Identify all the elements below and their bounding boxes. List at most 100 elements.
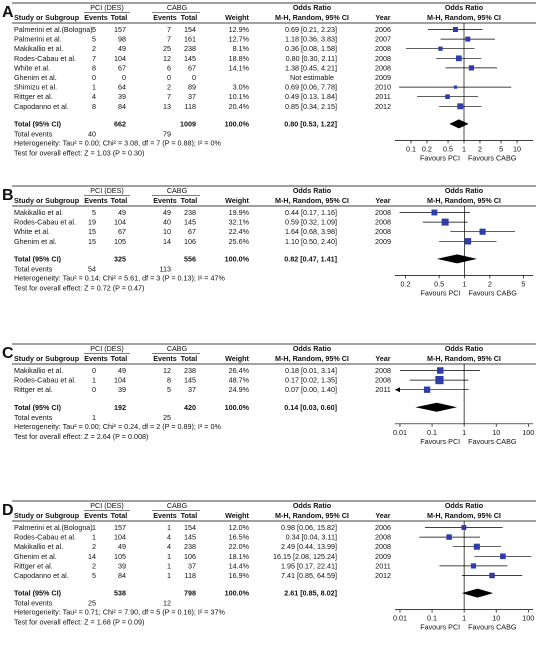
point-estimate-marker (461, 525, 467, 530)
study-name: Rittger et al. (14, 561, 53, 570)
weight-value: 18.8% (229, 54, 250, 63)
total-events-label: Total events (14, 129, 53, 138)
total-events-pci: 40 (88, 129, 96, 138)
events-pci: 1 (92, 83, 96, 92)
events2-column-header: Events (153, 354, 177, 363)
events-pci: 1 (92, 376, 96, 385)
x-tick-label: 0.1 (406, 144, 416, 153)
total-cabg: 118 (185, 571, 196, 580)
events-cabg: 4 (167, 533, 171, 542)
point-estimate-marker (473, 543, 480, 550)
x-tick-label: 1 (462, 279, 466, 288)
heterogeneity-text: Heterogeneity: Tau² = 0.14; Chi² = 5.61,… (14, 273, 226, 282)
weight-value: 48.7% (229, 376, 250, 385)
or-ci-value: 0.17 [0.02, 1.35] (285, 376, 337, 385)
total-cabg: 238 (184, 542, 196, 551)
point-estimate-marker (435, 375, 444, 385)
events1-column-header: Events (84, 354, 108, 363)
study-name: White et al. (14, 227, 50, 236)
weight-value: 20.4% (229, 102, 250, 111)
x-tick-label: 5 (521, 279, 525, 288)
total-cabg: 118 (185, 102, 196, 111)
total-events-label: Total events (14, 599, 53, 608)
study-row: Rittger et al. 4 39 7 37 10.1% 0.49 [0.13, 1.8… (14, 92, 479, 101)
weight-column-header: Weight (225, 354, 249, 363)
or-ci-value: 0.69 [0.21, 2.23] (285, 25, 337, 34)
study-row: Rodes-Cabau et al. 7 104 12 145 18.8% 0.80 [0.… (14, 54, 482, 63)
study-column-header: Study or Subgroup (14, 13, 80, 22)
year-column-header: Year (375, 354, 390, 363)
total-row: Total (95% CI) 325 556 100.0% 0.82 [0.47, 1.… (14, 254, 478, 264)
point-estimate-marker (437, 367, 444, 374)
total2-column-header: Total (181, 196, 198, 205)
weight-value: 26.4% (229, 366, 250, 375)
x-tick-label: 0.5 (434, 279, 444, 288)
or-ci-value: 0.85 [0.34, 2.15] (285, 102, 337, 111)
forest-panel-d: D PCI (DES) CABG Odds Ratio Odds Ratio Study … (2, 500, 536, 632)
study-row: Makikallio et al. 5 49 49 238 19.9% 0.44 [0.17… (14, 208, 470, 217)
total-pci: 39 (118, 92, 126, 101)
total2-column-header: Total (181, 13, 198, 22)
year-value: 2012 (375, 571, 391, 580)
year-value: 2008 (375, 542, 391, 551)
or-ci-value: Not estimable (290, 73, 334, 82)
total-pci: 84 (118, 102, 126, 111)
total-events-cabg: 25 (163, 413, 171, 422)
study-name: Capodanno et al. (14, 102, 69, 111)
events-pci: 14 (88, 552, 96, 561)
total-events-cabg: 79 (163, 129, 171, 138)
events-pci: 5 (92, 208, 96, 217)
events-cabg: 4 (167, 542, 171, 551)
total-label: Total (95% CI) (14, 589, 62, 598)
total-pci: 49 (118, 208, 126, 217)
x-tick-label: 1 (462, 614, 466, 623)
total-pci: 67 (118, 63, 126, 72)
study-row: Rodes-Cabau et al. 19 104 40 145 32.1% 0.59 [0… (14, 218, 468, 227)
x-tick-label: 2 (478, 144, 482, 153)
year-value: 2012 (375, 102, 391, 111)
or-plot-header-title: Odds Ratio (445, 186, 484, 195)
total-label: Total (95% CI) (14, 119, 62, 128)
point-estimate-marker (453, 85, 458, 89)
total-pci: 662 (114, 119, 126, 128)
events-pci: 5 (92, 25, 96, 34)
total-cabg: 0 (192, 73, 196, 82)
weight-value: 16.5% (229, 533, 250, 542)
events-cabg: 2 (167, 83, 171, 92)
point-estimate-marker (465, 36, 471, 42)
events-pci: 0 (92, 385, 96, 394)
x-tick-label: 0.1 (427, 614, 437, 623)
total-cabg: 798 (184, 589, 196, 598)
or-ci-value: 0.44 [0.17, 1.16] (285, 208, 337, 217)
or-plot-method-header: M-H, Random, 95% CI (427, 13, 501, 22)
study-row: Shimizu et al. 1 64 2 89 3.0% 0.69 [0.06, 7.78… (14, 83, 512, 92)
or-ci-value: 0.36 [0.08, 1.58] (285, 44, 337, 53)
point-estimate-marker (457, 103, 464, 110)
year-value: 2008 (375, 227, 391, 236)
favours-right-label: Favours CABG (468, 437, 517, 446)
weight-value: 24.9% (229, 385, 250, 394)
favours-left-label: Favours PCI (420, 623, 460, 632)
year-value: 2006 (375, 523, 391, 532)
panel-label: A (2, 4, 14, 21)
or-header-title: Odds Ratio (293, 3, 332, 12)
favours-right-label: Favours CABG (468, 153, 517, 162)
weight-value: 25.6% (229, 237, 250, 246)
forest-panel-b: B PCI (DES) CABG Odds Ratio Odds Ratio Study … (2, 185, 536, 297)
study-name: Rodes-Cabau et al. (14, 54, 76, 63)
total-cabg: 1009 (180, 119, 196, 128)
or-plot-header-title: Odds Ratio (445, 344, 484, 353)
year-value: 2008 (375, 366, 391, 375)
weight-value: 14.4% (229, 561, 250, 570)
favours-right-label: Favours CABG (468, 288, 517, 297)
overall-effect-text: Test for overall effect: Z = 1.68 (P = 0… (14, 618, 144, 627)
weight-value: 18.1% (229, 552, 250, 561)
year-value: 2008 (375, 63, 391, 72)
study-row: White et al. 8 67 6 67 14.1% 1.38 [0.45, 4.21]… (14, 63, 498, 72)
events-pci: 8 (92, 102, 96, 111)
or-ci-value: 1.38 [0.45, 4.21] (285, 63, 337, 72)
events-cabg: 12 (163, 366, 171, 375)
favours-left-label: Favours PCI (420, 153, 460, 162)
study-row: Rittger et al. 2 39 1 37 14.4% 1.95 [0.17, 22.… (14, 561, 508, 570)
study-name: White et al. (14, 63, 50, 72)
